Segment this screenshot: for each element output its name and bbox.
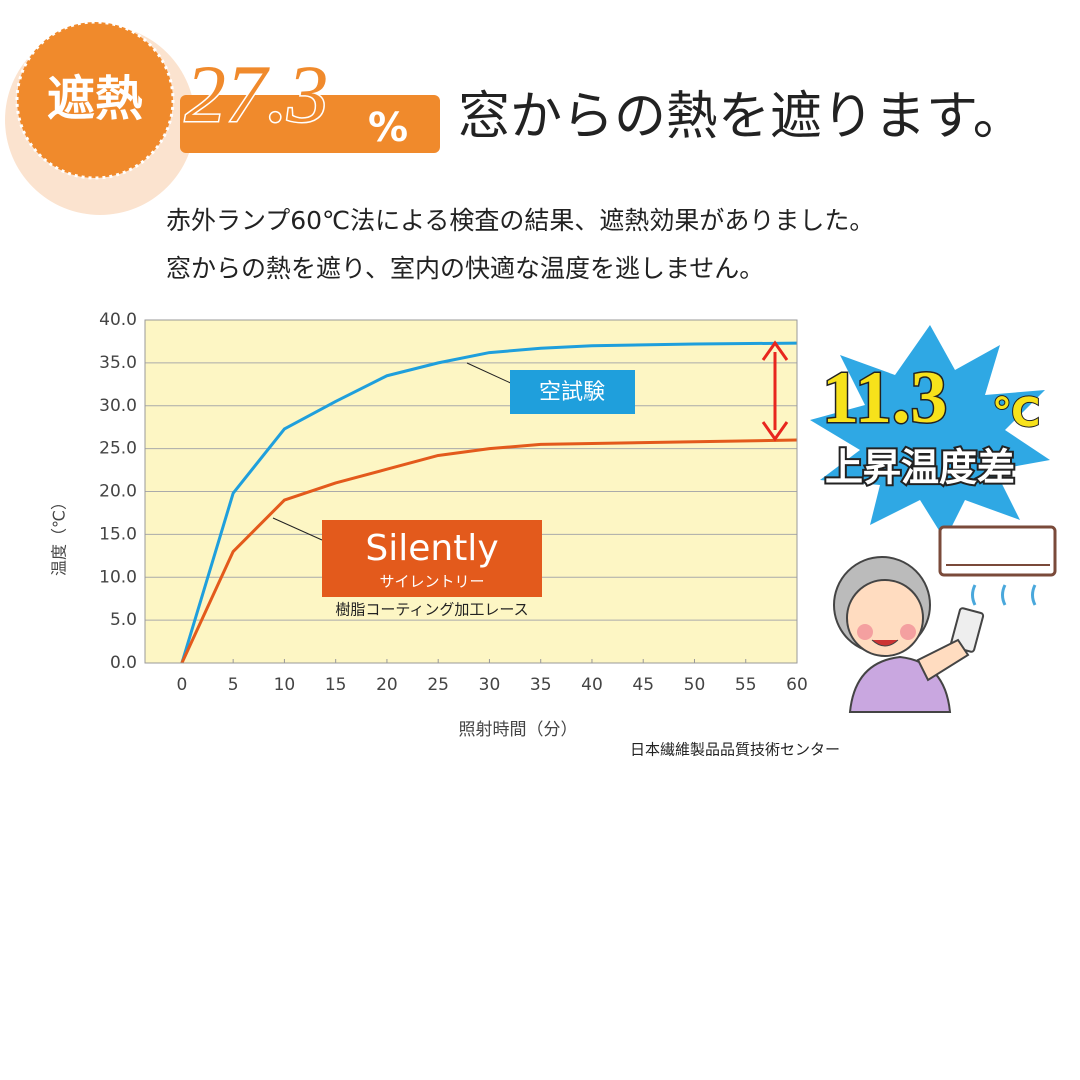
x-tick-label: 30 bbox=[479, 675, 501, 695]
burst bbox=[810, 325, 1050, 540]
legend-sublabel: サイレントリー bbox=[379, 573, 484, 591]
y-tick-label: 10.0 bbox=[99, 567, 137, 587]
x-tick-label: 0 bbox=[176, 675, 187, 695]
y-tick-label: 30.0 bbox=[99, 396, 137, 416]
annotation: 樹脂コーティング加工レース bbox=[335, 601, 528, 619]
y-tick-label: 25.0 bbox=[99, 439, 137, 459]
y-tick-label: 20.0 bbox=[99, 482, 137, 502]
series-line bbox=[180, 341, 798, 664]
rate-band bbox=[180, 95, 440, 153]
x-tick-label: 60 bbox=[786, 675, 808, 695]
difference-label: 上昇温度差 bbox=[825, 446, 1015, 490]
legend-box bbox=[322, 520, 542, 597]
x-tick-label: 35 bbox=[530, 675, 552, 695]
leader bbox=[272, 517, 323, 541]
x-tick-label: 45 bbox=[632, 675, 654, 695]
difference-value: 11.3 bbox=[822, 357, 947, 439]
badge-text: 遮熱 bbox=[47, 71, 143, 127]
legend-label: 空試験 bbox=[539, 380, 605, 405]
y-axis-label: 温度（℃） bbox=[50, 494, 69, 576]
rate: 27.3 bbox=[185, 48, 329, 139]
series-line bbox=[180, 438, 798, 664]
source: 日本繊維製品品質技術センター bbox=[630, 741, 840, 759]
x-axis-label: 照射時間（分） bbox=[459, 720, 578, 740]
plot-frame bbox=[144, 319, 798, 664]
badge-circle bbox=[15, 20, 175, 180]
y-tick-label: 0.0 bbox=[110, 653, 137, 673]
x-tick-label: 25 bbox=[427, 675, 449, 695]
difference-unit: ℃ bbox=[992, 390, 1040, 436]
leader bbox=[466, 362, 516, 386]
lead-line: 赤外ランプ60℃法による検査の結果、遮熱効果がありました。 bbox=[166, 206, 874, 235]
headline: 窓からの熱を遮ります。 bbox=[458, 87, 1025, 147]
x-tick-label: 15 bbox=[325, 675, 347, 695]
difference-arrow bbox=[761, 340, 789, 442]
rate-unit: % bbox=[368, 105, 408, 151]
x-tick-label: 5 bbox=[228, 675, 239, 695]
x-tick-label: 10 bbox=[274, 675, 296, 695]
legend-label: Silently bbox=[365, 528, 498, 569]
x-tick-label: 40 bbox=[581, 675, 603, 695]
y-tick-label: 40.0 bbox=[99, 310, 137, 330]
x-tick-label: 20 bbox=[376, 675, 398, 695]
y-tick-label: 15.0 bbox=[99, 524, 137, 544]
legend-box bbox=[510, 370, 635, 414]
y-tick-label: 5.0 bbox=[110, 610, 137, 630]
x-tick-label: 50 bbox=[684, 675, 706, 695]
illustration bbox=[833, 525, 1057, 713]
lead-line: 窓からの熱を遮り、室内の快適な温度を逃しません。 bbox=[166, 254, 764, 283]
y-tick-label: 35.0 bbox=[99, 353, 137, 373]
x-tick-label: 55 bbox=[735, 675, 757, 695]
